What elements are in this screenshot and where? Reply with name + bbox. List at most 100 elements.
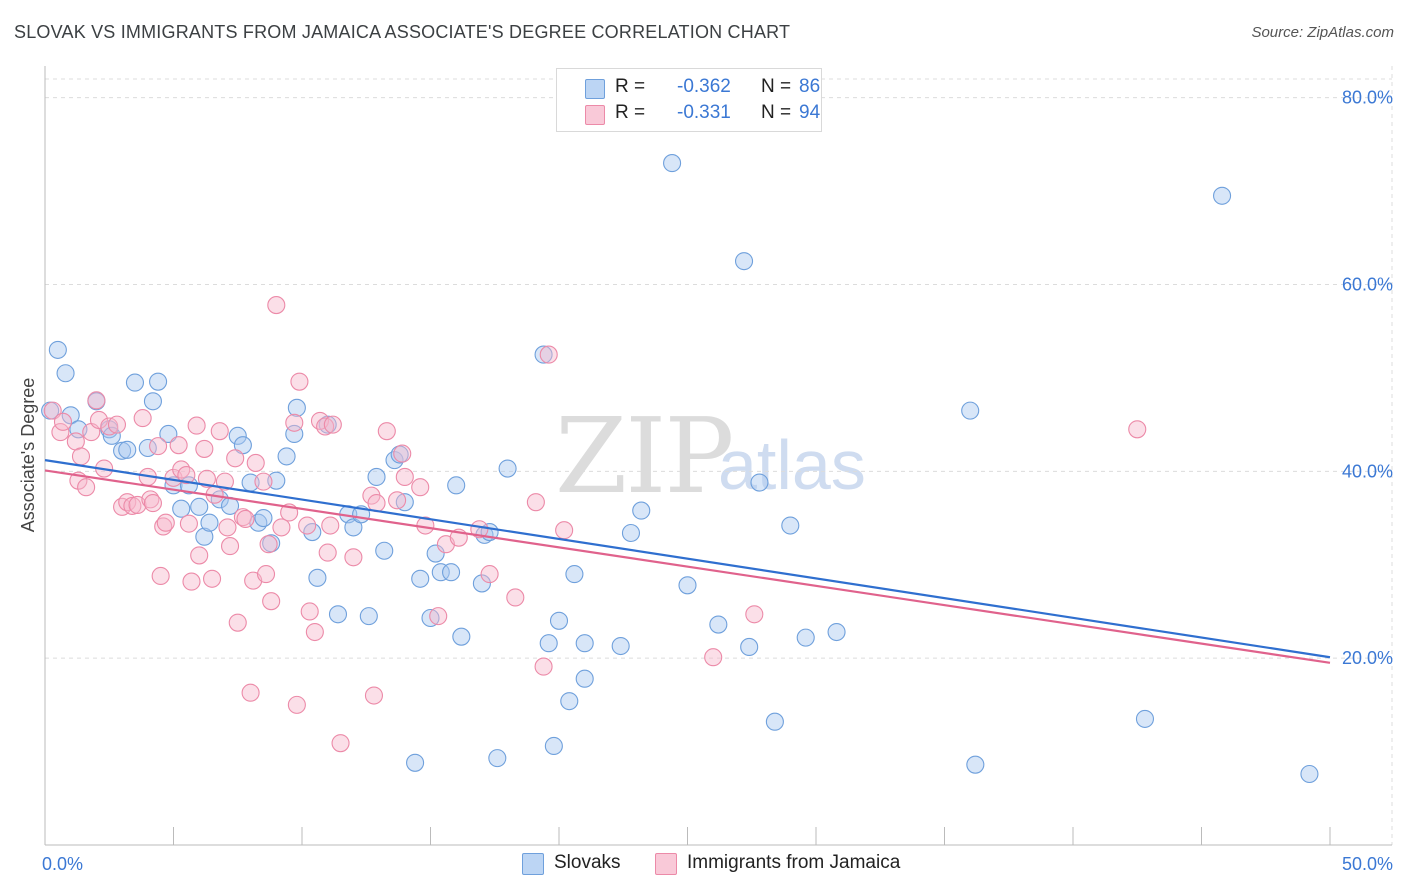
point-slovaks: [575, 634, 594, 653]
point-jamaica: [172, 460, 191, 479]
point-jamaica: [388, 491, 407, 510]
point-slovaks: [498, 459, 517, 478]
point-jamaica: [123, 496, 142, 515]
point-jamaica: [364, 686, 384, 705]
y-tick-label: 80.0%: [1342, 88, 1393, 108]
point-slovaks: [159, 424, 178, 444]
point-slovaks: [488, 749, 507, 768]
n-value: 86: [799, 76, 821, 97]
point-jamaica: [526, 493, 545, 512]
point-slovaks: [395, 493, 414, 512]
point-slovaks: [734, 252, 754, 271]
point-slovaks: [375, 541, 394, 560]
point-jamaica: [246, 453, 265, 472]
point-slovaks: [277, 447, 296, 466]
point-jamaica: [149, 437, 168, 456]
point-slovaks: [452, 627, 471, 646]
y-tick-label: 20.0%: [1342, 648, 1393, 668]
point-slovaks: [740, 637, 759, 657]
point-jamaica: [169, 436, 188, 455]
point-slovaks: [442, 563, 461, 582]
point-slovaks: [195, 527, 214, 546]
point-slovaks: [549, 611, 569, 630]
point-slovaks: [406, 753, 425, 772]
point-jamaica: [316, 417, 335, 436]
point-slovaks: [1300, 764, 1319, 784]
point-slovaks: [411, 569, 430, 588]
point-jamaica: [745, 605, 764, 624]
chart-title: SLOVAK VS IMMIGRANTS FROM JAMAICA ASSOCI…: [14, 22, 791, 42]
point-slovaks: [61, 406, 80, 425]
point-slovaks: [143, 392, 162, 411]
point-slovaks: [48, 340, 67, 359]
point-jamaica: [87, 391, 106, 410]
point-slovaks: [431, 563, 450, 582]
point-slovaks: [781, 516, 800, 535]
point-slovaks: [421, 608, 440, 628]
point-jamaica: [305, 622, 324, 642]
point-slovaks: [750, 473, 769, 492]
trend-line-slovaks: [44, 459, 1331, 659]
point-jamaica: [187, 416, 206, 435]
point-slovaks: [544, 736, 563, 756]
point-jamaica: [195, 439, 214, 458]
point-slovaks: [367, 467, 386, 486]
trend-line-jamaica: [44, 469, 1331, 664]
watermark-atlas: atlas: [718, 426, 866, 504]
source-label: Source: ZipAtlas.com: [1251, 24, 1394, 41]
point-slovaks: [663, 154, 682, 173]
point-slovaks: [966, 755, 985, 774]
legend-label: Slovaks: [554, 852, 621, 873]
point-jamaica: [290, 372, 309, 391]
point-slovaks: [447, 476, 466, 495]
legend-swatch-blue: [585, 79, 605, 99]
point-slovaks: [621, 523, 641, 543]
point-slovaks: [200, 513, 219, 532]
point-slovaks: [118, 440, 137, 459]
point-jamaica: [300, 602, 319, 621]
point-jamaica: [321, 516, 340, 535]
point-jamaica: [228, 613, 247, 632]
x-tick-label: 50.0%: [1342, 854, 1393, 874]
legend-swatch-blue: [522, 853, 544, 875]
point-slovaks: [113, 441, 132, 460]
tick-labels: 20.0% 40.0% 60.0% 80.0% 0.0% 50.0%: [42, 88, 1393, 874]
point-slovaks: [565, 565, 584, 584]
point-jamaica: [262, 592, 281, 611]
point-slovaks: [228, 426, 247, 445]
point-slovaks: [385, 451, 404, 470]
y-tick-label: 60.0%: [1342, 275, 1393, 295]
trend-lines: [44, 459, 1331, 664]
point-jamaica: [226, 449, 245, 468]
axes: [44, 66, 1392, 846]
r-value: -0.331: [677, 102, 731, 123]
point-jamaica: [218, 518, 237, 537]
point-jamaica: [197, 469, 216, 488]
r-label: R =: [615, 76, 646, 97]
correlation-legend: R = -0.362 N = 86 R = -0.331 N = 94: [556, 68, 822, 132]
watermark-zip: ZIP: [555, 395, 734, 517]
point-jamaica: [256, 565, 276, 584]
point-jamaica: [236, 509, 255, 529]
n-value: 94: [799, 102, 821, 123]
point-jamaica: [555, 521, 574, 540]
point-slovaks: [796, 628, 815, 647]
legend-swatch-pink: [655, 853, 677, 875]
point-slovaks: [287, 398, 306, 417]
point-jamaica: [393, 444, 412, 463]
point-jamaica: [143, 494, 162, 513]
point-jamaica: [182, 572, 201, 591]
point-jamaica: [539, 345, 558, 364]
y-axis-label: Associate's Degree: [18, 378, 38, 533]
point-jamaica: [43, 401, 62, 420]
point-slovaks: [1135, 709, 1155, 728]
point-jamaica: [71, 447, 91, 466]
point-slovaks: [267, 471, 286, 490]
r-label: R =: [615, 102, 646, 123]
x-tick-label: 0.0%: [42, 854, 83, 874]
point-jamaica: [77, 478, 96, 497]
point-jamaica: [133, 409, 152, 428]
point-slovaks: [534, 345, 553, 364]
point-jamaica: [704, 648, 723, 667]
